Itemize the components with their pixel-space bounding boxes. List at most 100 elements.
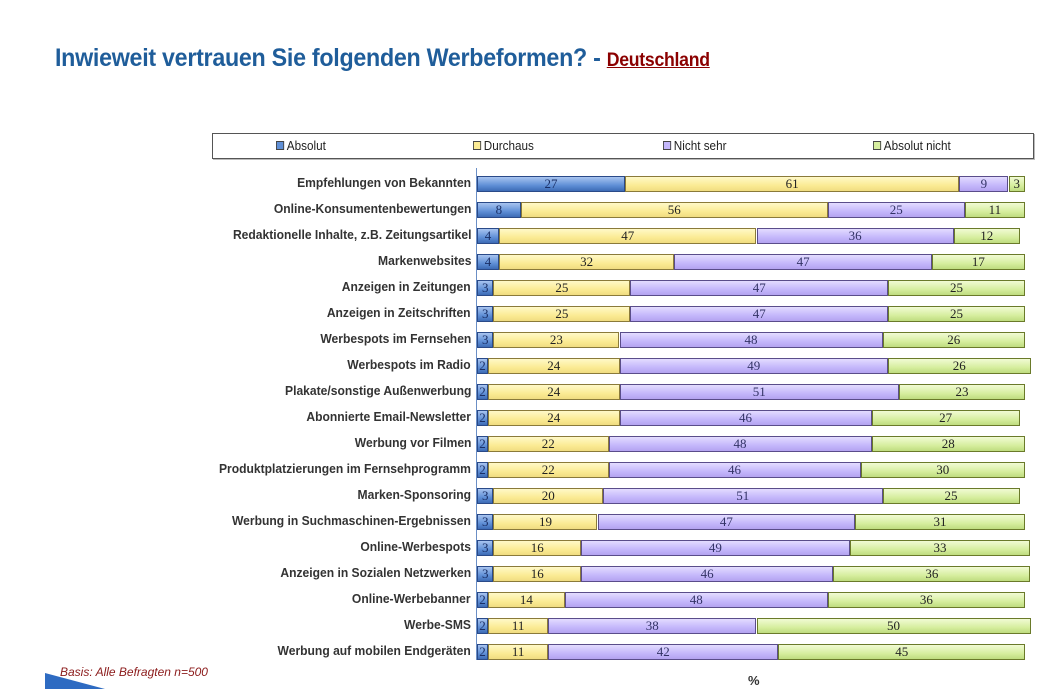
data-label: 61: [785, 176, 799, 191]
legend-label: Nicht sehr: [673, 138, 727, 153]
data-label: 20: [541, 488, 555, 503]
bar-segment: 28: [871, 436, 1025, 452]
bar-segment: 22: [488, 462, 609, 478]
bar-segment: 50: [756, 618, 1031, 634]
data-label: 25: [944, 488, 958, 503]
data-label: 8: [495, 202, 503, 217]
data-label: 38: [645, 618, 659, 633]
bar-segment: 26: [888, 358, 1031, 374]
category-label: Werbespots im Fernsehen: [320, 331, 471, 346]
bar-segment: 11: [488, 644, 549, 660]
bar-segment: 36: [833, 566, 1031, 582]
category-label: Abonnierte Email-Newsletter: [306, 409, 471, 424]
data-label: 22: [541, 462, 555, 477]
category-label: Werbespots im Radio: [347, 357, 471, 372]
bar-segment: 3: [1008, 176, 1025, 192]
bar-segment: 32: [498, 254, 675, 270]
legend-swatch: [873, 141, 882, 150]
data-label: 3: [481, 514, 489, 529]
bar-segment: 14: [488, 592, 565, 608]
bar-segment: 24: [488, 410, 620, 426]
data-label: 42: [656, 644, 670, 659]
data-label: 23: [955, 384, 969, 399]
data-label: 48: [733, 436, 747, 451]
data-label: 56: [667, 202, 681, 217]
bar-segment: 24: [488, 358, 620, 374]
category-label: Empfehlungen von Bekannten: [297, 175, 471, 190]
data-label: 2: [479, 384, 486, 399]
data-label: 11: [511, 618, 525, 633]
data-label: 3: [481, 280, 489, 295]
bar-segment: 2: [477, 410, 488, 426]
data-label: 46: [728, 462, 742, 477]
bar-segment: 2: [477, 644, 488, 660]
data-label: 47: [752, 306, 766, 321]
bar-segment: 27: [477, 176, 625, 192]
bar-segment: 46: [619, 410, 872, 426]
data-label: 46: [700, 566, 714, 581]
data-label: 26: [947, 332, 961, 347]
legend-swatch: [276, 141, 285, 150]
bar-segment: 36: [756, 228, 954, 244]
category-label: Werbung auf mobilen Endgeräten: [277, 643, 471, 658]
data-label: 9: [980, 176, 988, 191]
bar-segment: 36: [827, 592, 1025, 608]
data-label: 48: [689, 592, 703, 607]
data-label: 2: [479, 618, 486, 633]
bar-segment: 2: [477, 462, 488, 478]
legend-item: Absolut: [276, 138, 326, 153]
bar-segment: 12: [953, 228, 1020, 244]
data-label: 46: [739, 410, 753, 425]
bar-segment: 56: [520, 202, 828, 218]
data-label: 11: [988, 202, 1002, 217]
legend-swatch: [663, 141, 672, 150]
bar-segment: 8: [477, 202, 521, 218]
data-label: 26: [952, 358, 966, 373]
data-label: 11: [511, 644, 525, 659]
category-label: Produktplatzierungen im Fernsehprogramm: [219, 461, 471, 476]
category-label: Markenwebsites: [377, 253, 471, 268]
bar-segment: 20: [493, 488, 603, 504]
data-label: 4: [484, 254, 492, 269]
data-label: 3: [481, 488, 489, 503]
data-label: 25: [889, 202, 903, 217]
data-label: 25: [555, 306, 569, 321]
data-label: 49: [747, 358, 761, 373]
bar-segment: 45: [778, 644, 1025, 660]
footnote: Basis: Alle Befragten n=500: [60, 665, 208, 679]
data-label: 27: [939, 410, 953, 425]
bar-segment: 38: [548, 618, 757, 634]
data-label: 12: [980, 228, 994, 243]
data-label: 2: [479, 358, 486, 373]
bar-segment: 48: [619, 332, 883, 348]
bar-segment: 3: [477, 540, 494, 556]
bar-segment: 2: [477, 436, 488, 452]
bar-segment: 48: [564, 592, 828, 608]
data-label: 2: [479, 462, 486, 477]
category-label: Online-Werbespots: [360, 539, 471, 554]
bar-segment: 31: [855, 514, 1025, 530]
title-main: Inwieweit vertrauen Sie folgenden Werbef…: [55, 44, 587, 72]
chart-title: Inwieweit vertrauen Sie folgenden Werbef…: [55, 44, 710, 73]
bar-segment: 27: [871, 410, 1020, 426]
data-label: 47: [796, 254, 810, 269]
data-label: 17: [971, 254, 985, 269]
bar-segment: 9: [959, 176, 1009, 192]
bar-segment: 42: [548, 644, 779, 660]
category-label: Anzeigen in Sozialen Netzwerken: [280, 565, 471, 580]
title-separator: -: [586, 44, 607, 72]
data-label: 47: [621, 228, 635, 243]
bar-segment: 25: [882, 488, 1020, 504]
bar-segment: 22: [488, 436, 609, 452]
y-axis-line: [476, 168, 477, 660]
data-label: 25: [950, 306, 963, 321]
bar-segment: 23: [899, 384, 1025, 400]
data-label: 16: [530, 566, 544, 581]
bar-segment: 26: [882, 332, 1025, 348]
bar-segment: 3: [477, 566, 494, 582]
data-label: 30: [936, 462, 950, 477]
category-label: Werbung vor Filmen: [354, 435, 471, 450]
data-label: 36: [919, 592, 933, 607]
bar-segment: 16: [493, 540, 582, 556]
legend-item: Nicht sehr: [663, 138, 726, 153]
